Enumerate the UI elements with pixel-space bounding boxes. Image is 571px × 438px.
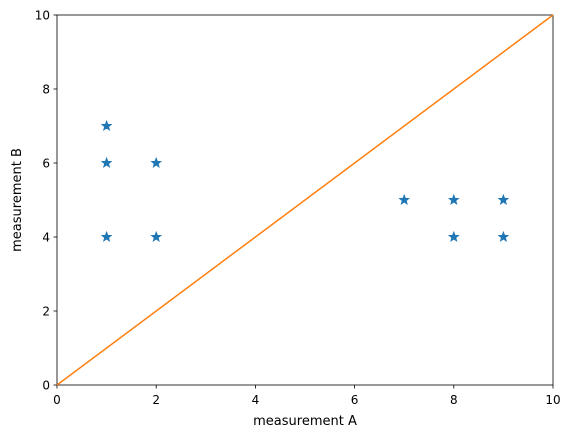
y-axis-label: measurement B xyxy=(10,148,25,252)
x-tick-label: 6 xyxy=(351,393,359,407)
scatter-point xyxy=(447,193,460,205)
x-tick-label: 2 xyxy=(152,393,160,407)
y-tick-label: 8 xyxy=(42,83,50,97)
scatter-point xyxy=(150,230,163,242)
scatter-point xyxy=(447,230,460,242)
y-tick-label: 0 xyxy=(42,379,50,393)
line xyxy=(56,14,554,386)
x-tick-label: 4 xyxy=(252,393,260,407)
x-tick-label: 10 xyxy=(545,393,560,407)
x-tick-label: 0 xyxy=(53,393,61,407)
y-tick-label: 4 xyxy=(42,231,50,245)
plot-frame xyxy=(56,14,554,386)
y-tick-label: 2 xyxy=(42,305,50,319)
scatter-point xyxy=(150,156,163,168)
scatter-point xyxy=(398,193,411,205)
x-axis-label: measurement A xyxy=(253,414,357,429)
scatter-point xyxy=(100,119,113,131)
scatter-point xyxy=(497,230,510,242)
scatter-point xyxy=(497,193,510,205)
scatter-point xyxy=(100,156,113,168)
x-tick-label: 8 xyxy=(450,393,458,407)
y-tick-label: 6 xyxy=(42,157,50,171)
y-tick-label: 10 xyxy=(35,9,50,23)
scatter-point xyxy=(100,230,113,242)
